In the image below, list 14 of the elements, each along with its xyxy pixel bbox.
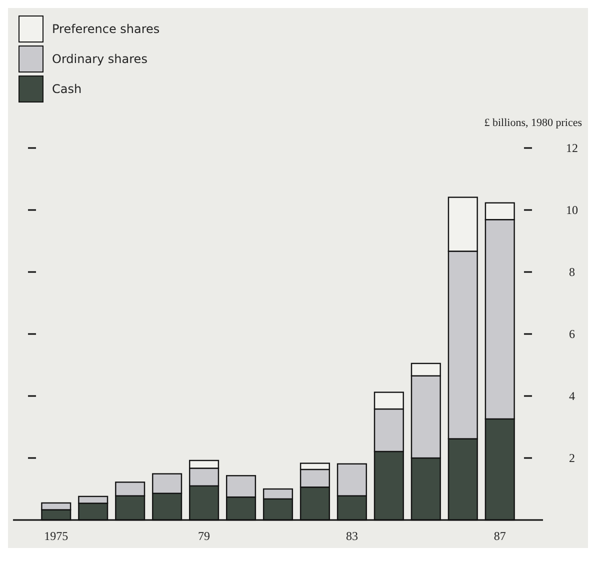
- legend-label: Cash: [52, 82, 82, 96]
- y-tick-label: 12: [566, 141, 578, 156]
- x-tick-label: 79: [198, 529, 210, 543]
- y-tick-label: 6: [569, 327, 575, 342]
- y-axis-title: £ billions, 1980 prices: [484, 117, 582, 129]
- legend-label: Ordinary shares: [52, 52, 148, 66]
- x-tick-label: 87: [494, 529, 506, 543]
- y-tick-label: 2: [569, 451, 575, 466]
- legend-label: Preference shares: [52, 22, 160, 36]
- x-tick-label: 1975: [44, 529, 68, 543]
- y-tick-label: 10: [566, 203, 578, 218]
- y-tick-label: 8: [569, 265, 575, 280]
- x-tick-label: 83: [346, 529, 358, 543]
- y-tick-label: 4: [569, 389, 575, 404]
